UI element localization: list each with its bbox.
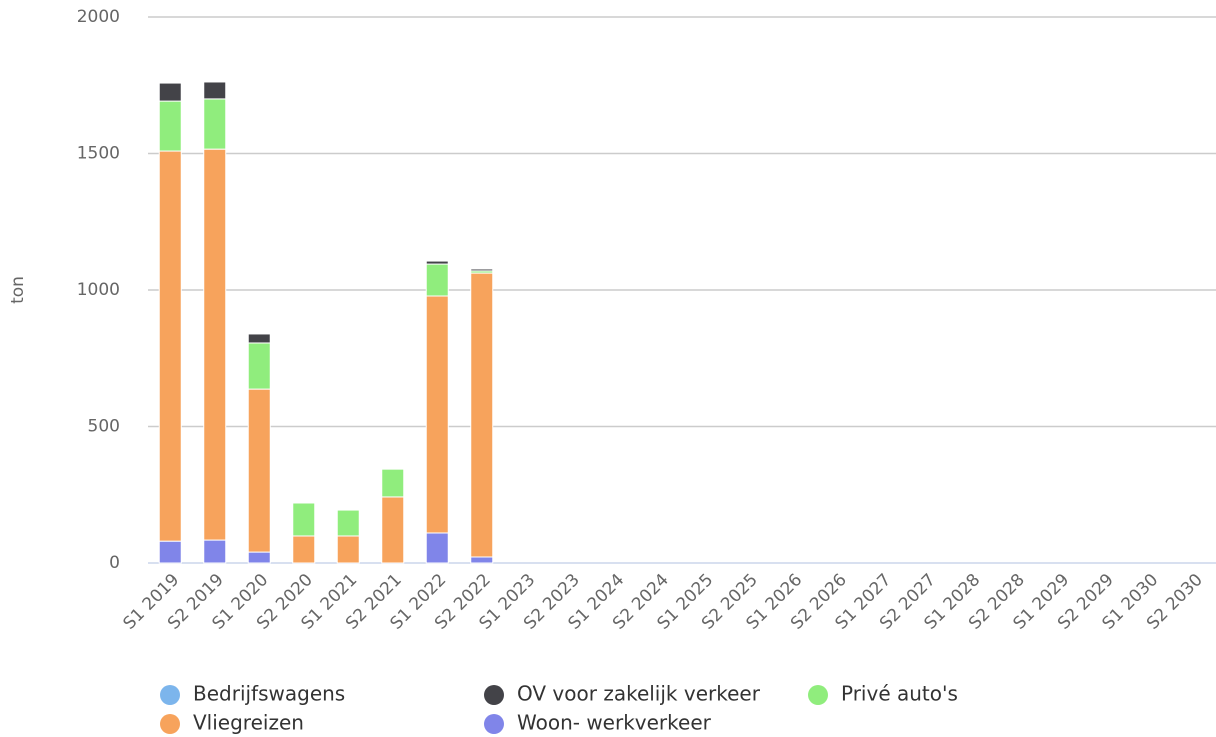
bar-segment <box>203 81 227 100</box>
bar-segment <box>336 509 360 537</box>
y-tick-label: 1500 <box>77 144 120 164</box>
bar-segment <box>425 260 449 265</box>
y-axis-label: ton <box>8 276 28 304</box>
legend-marker <box>160 685 180 705</box>
bar-segment <box>425 532 449 564</box>
bar-segment <box>470 556 494 564</box>
bar-segment <box>292 501 316 504</box>
bar-segment <box>158 100 182 152</box>
legend-marker <box>484 685 504 705</box>
bar-segment <box>203 148 227 541</box>
bar-segment <box>247 551 271 564</box>
legend-marker <box>484 714 504 734</box>
legend-marker <box>160 714 180 734</box>
bar-segment <box>158 150 182 542</box>
bar-segment <box>336 508 360 511</box>
bar-segment <box>381 496 405 564</box>
y-tick-label: 2000 <box>77 7 120 27</box>
bar-segment <box>158 540 182 564</box>
bar-segment <box>425 263 449 297</box>
legend-label: Woon- werkverkeer <box>517 711 712 735</box>
bar-segment <box>247 342 271 390</box>
bar-segment <box>247 333 271 344</box>
bar-segment <box>336 535 360 564</box>
bar-segment <box>247 388 271 553</box>
legend-label: Privé auto's <box>841 682 958 706</box>
y-tick-label: 1000 <box>77 280 120 300</box>
bar-segment <box>381 468 405 498</box>
y-tick-label: 0 <box>109 553 120 573</box>
bar-segment <box>292 535 316 564</box>
legend-marker <box>808 685 828 705</box>
bar-segment <box>292 502 316 537</box>
bar-segment <box>203 539 227 564</box>
y-tick-label: 500 <box>88 417 120 437</box>
bar-segment <box>470 268 494 272</box>
bar-segment <box>381 467 405 470</box>
legend-label: OV voor zakelijk verkeer <box>517 682 761 706</box>
bar-segment <box>425 295 449 534</box>
legend-label: Vliegreizen <box>193 711 304 735</box>
bar-segment <box>203 98 227 150</box>
bar-segment <box>470 272 494 558</box>
legend-label: Bedrijfswagens <box>193 682 345 706</box>
bar-segment <box>158 82 182 102</box>
